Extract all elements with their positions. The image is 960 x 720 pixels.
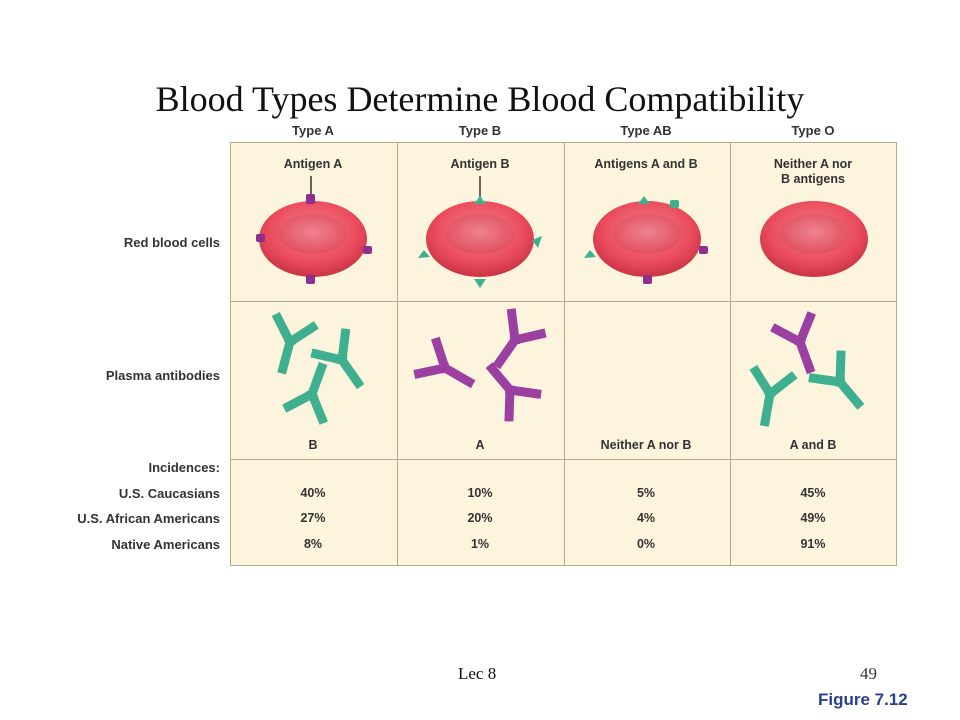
antibody-label-type-a: B bbox=[308, 438, 318, 452]
incidence-value: 20% bbox=[467, 511, 493, 525]
antigen-label-type-a: Antigen A bbox=[283, 157, 343, 171]
antibody-label-type-o: A and B bbox=[789, 438, 837, 452]
antibody-label-type-ab: Neither A nor B bbox=[600, 438, 692, 452]
column-divider bbox=[730, 143, 731, 565]
column-header-type-o: Type O bbox=[791, 123, 835, 138]
red-blood-cell-type-a bbox=[256, 176, 372, 284]
incidence-value: 27% bbox=[300, 511, 326, 525]
incidence-value: 1% bbox=[470, 537, 490, 551]
anti-b-antibodies-type-a bbox=[265, 318, 372, 419]
red-blood-cell-type-b bbox=[418, 176, 542, 288]
row-label-red-blood-cells: Red blood cells bbox=[123, 235, 220, 250]
page-number: 49 bbox=[860, 664, 877, 683]
population-label: U.S. African Americans bbox=[77, 511, 220, 526]
population-label: Native Americans bbox=[111, 537, 220, 552]
red-blood-cell-type-ab bbox=[584, 196, 708, 284]
incidence-value: 5% bbox=[636, 486, 656, 500]
column-divider bbox=[564, 143, 565, 565]
incidence-value: 91% bbox=[800, 537, 826, 551]
column-header-type-b: Type B bbox=[458, 123, 502, 138]
incidence-value: 8% bbox=[303, 537, 323, 551]
incidence-value: 40% bbox=[300, 486, 326, 500]
antibody-label-type-b: A bbox=[475, 438, 485, 452]
lecture-label: Lec 8 bbox=[458, 664, 497, 683]
slide-title: Blood Types Determine Blood Compatibilit… bbox=[155, 79, 805, 119]
population-label: U.S. Caucasians bbox=[118, 486, 220, 501]
incidence-value: 45% bbox=[800, 486, 826, 500]
incidence-value: 10% bbox=[467, 486, 493, 500]
row-divider bbox=[231, 301, 896, 302]
incidence-value: 0% bbox=[636, 537, 656, 551]
column-header-type-a: Type A bbox=[292, 123, 334, 138]
antigen-label-type-o: Neither A nor B antigens bbox=[730, 157, 896, 187]
antigen-label-line: Neither A nor bbox=[773, 157, 853, 171]
antibodies-type-o bbox=[747, 317, 871, 425]
anti-a-antibodies-type-b bbox=[419, 313, 542, 417]
column-header-type-ab: Type AB bbox=[620, 123, 672, 138]
row-label-incidences: Incidences: bbox=[148, 460, 220, 475]
red-blood-cell-type-o bbox=[760, 201, 868, 277]
antigen-label-type-b: Antigen B bbox=[450, 157, 510, 171]
antigen-label-type-ab: Antigens A and B bbox=[594, 157, 698, 171]
figure-label: Figure 7.12 bbox=[818, 690, 908, 709]
antigen-label-line: B antigens bbox=[781, 172, 845, 186]
incidence-value: 4% bbox=[636, 511, 656, 525]
blood-type-illustrations bbox=[256, 176, 897, 566]
incidence-value: 49% bbox=[800, 511, 826, 525]
row-label-plasma-antibodies: Plasma antibodies bbox=[105, 368, 220, 383]
column-divider bbox=[397, 143, 398, 565]
row-divider bbox=[231, 459, 896, 460]
